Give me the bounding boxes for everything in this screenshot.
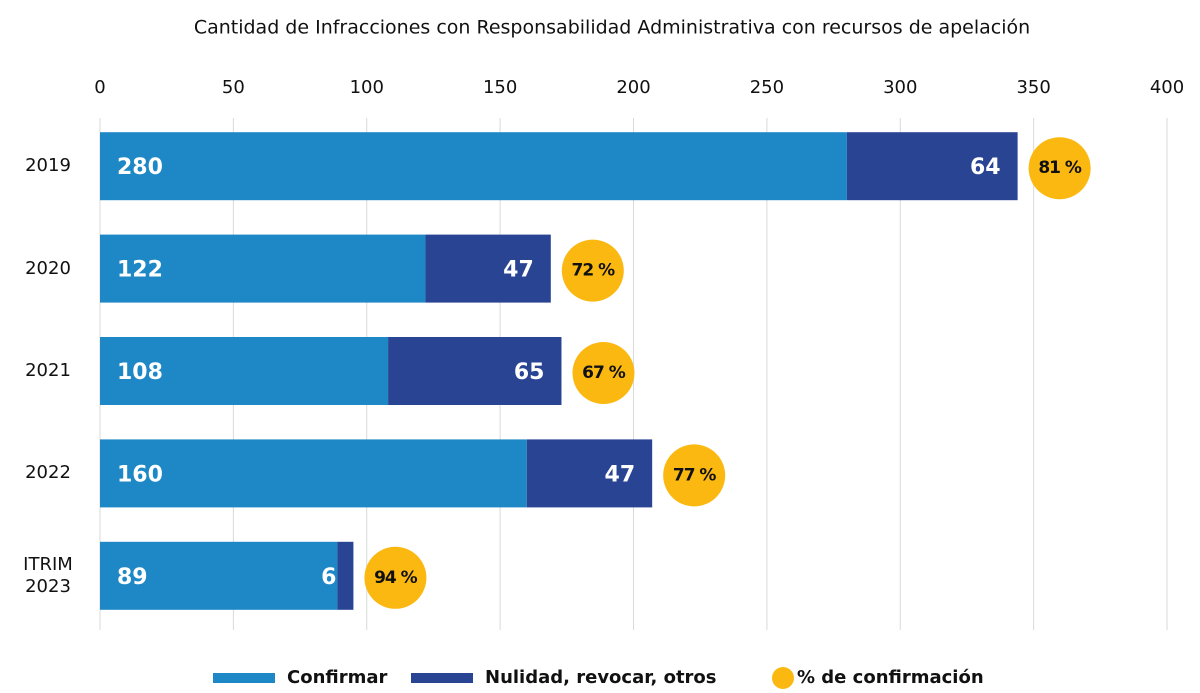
y-tick-label: ITRIM 2023 bbox=[23, 553, 73, 597]
y-tick-label: 2021 bbox=[25, 360, 71, 381]
legend-swatch bbox=[411, 673, 473, 683]
percent-label: 72 % bbox=[572, 261, 616, 281]
data-label: 65 bbox=[514, 360, 545, 385]
percent-marker bbox=[364, 546, 427, 609]
percent-marker bbox=[572, 342, 635, 404]
legend-swatch bbox=[213, 673, 275, 683]
bar-segment bbox=[100, 541, 338, 610]
legend-label: Confirmar bbox=[287, 667, 388, 688]
x-tick-label: 400 bbox=[1150, 77, 1184, 98]
y-tick-label: 2019 bbox=[25, 155, 71, 177]
bar-segment bbox=[100, 337, 389, 405]
data-label: 47 bbox=[605, 462, 636, 487]
legend-label: % de confirmación bbox=[797, 667, 984, 688]
x-tick-label: 200 bbox=[616, 77, 650, 98]
percent-label: 67 % bbox=[582, 363, 626, 383]
data-label: 6 bbox=[321, 565, 336, 590]
percent-marker bbox=[663, 444, 726, 507]
y-tick-label: 2022 bbox=[25, 462, 71, 484]
data-label: 47 bbox=[503, 258, 534, 283]
data-label: 89 bbox=[117, 565, 148, 590]
legend-swatch bbox=[772, 667, 794, 689]
bar-segment bbox=[100, 234, 426, 303]
x-tick-label: 250 bbox=[750, 77, 784, 98]
bar-segment bbox=[100, 132, 847, 201]
chart-title: Cantidad de Infracciones con Responsabil… bbox=[194, 17, 1030, 39]
data-label: 108 bbox=[117, 360, 163, 385]
x-tick-label: 300 bbox=[883, 77, 917, 98]
x-tick-label: 0 bbox=[94, 77, 105, 98]
x-tick-label: 50 bbox=[222, 77, 245, 98]
bar-segment bbox=[337, 541, 354, 610]
bar-segment bbox=[846, 132, 1018, 201]
percent-marker bbox=[1028, 137, 1091, 200]
data-label: 280 bbox=[117, 155, 163, 180]
bar-segment bbox=[526, 439, 653, 508]
data-label: 64 bbox=[970, 155, 1001, 180]
percent-label: 94 % bbox=[374, 568, 418, 588]
bar-segment bbox=[425, 234, 551, 303]
x-tick-label: 350 bbox=[1016, 77, 1050, 98]
data-label: 160 bbox=[117, 462, 163, 487]
percent-label: 81 % bbox=[1038, 158, 1082, 178]
bar-segment bbox=[388, 337, 562, 405]
bar-segment bbox=[100, 439, 527, 508]
data-label: 122 bbox=[117, 258, 163, 283]
x-tick-label: 150 bbox=[483, 77, 517, 98]
percent-marker bbox=[561, 239, 624, 302]
y-tick-label: 2020 bbox=[25, 257, 71, 279]
legend-label: Nulidad, revocar, otros bbox=[485, 667, 717, 688]
percent-label: 77 % bbox=[673, 465, 717, 485]
x-tick-label: 100 bbox=[350, 77, 384, 98]
